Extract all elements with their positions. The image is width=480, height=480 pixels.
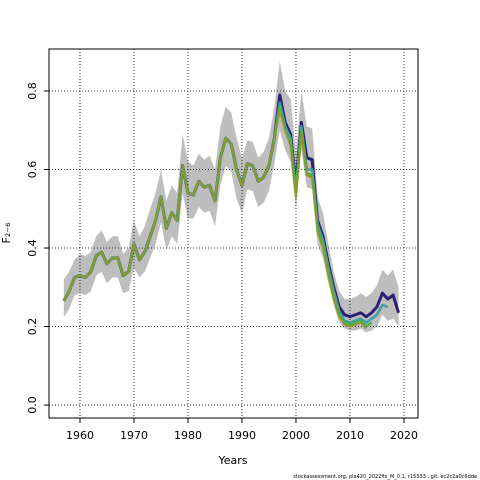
y-tick-label: 0.6	[26, 161, 39, 179]
y-tick-label: 0.0	[26, 396, 39, 414]
x-tick-label: 2010	[336, 429, 364, 442]
x-tick-label: 1960	[66, 429, 94, 442]
series-line	[62, 109, 367, 330]
y-tick-label: 0.2	[26, 318, 39, 336]
y-tick-label: 0.4	[26, 239, 39, 257]
confidence-band	[63, 61, 399, 333]
y-axis-label: F₂₋₆	[0, 222, 13, 244]
x-axis-label: Years	[217, 454, 247, 467]
x-tick-label: 1970	[120, 429, 148, 442]
x-tick-label: 2020	[390, 429, 418, 442]
x-tick-label: 2000	[282, 429, 310, 442]
series-line	[62, 105, 373, 328]
y-tick-label: 0.8	[26, 82, 39, 100]
plot-frame	[48, 48, 419, 419]
x-tick-label: 1980	[174, 429, 202, 442]
x-tick-label: 1990	[228, 429, 256, 442]
footnote: stockassessment.org, pla420_2022fix_M_0.…	[293, 474, 477, 480]
